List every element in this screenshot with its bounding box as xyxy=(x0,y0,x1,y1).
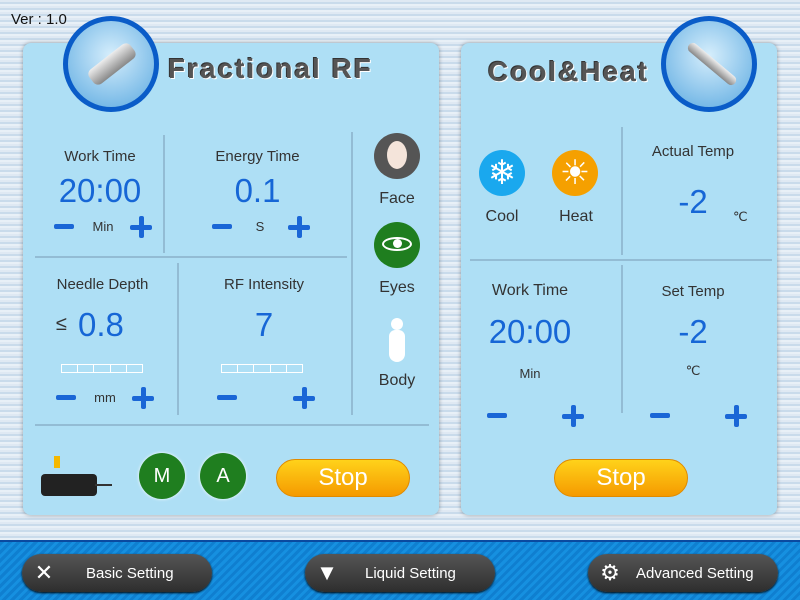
cool-work-time-unit: Min xyxy=(519,366,541,381)
divider xyxy=(35,256,347,258)
bottom-nav-bar: ✕ Basic Setting ▼ Liquid Setting ⚙ Advan… xyxy=(0,540,800,600)
fractional-rf-panel xyxy=(23,43,439,515)
mode-eyes-label[interactable]: Eyes xyxy=(379,279,415,296)
snowflake-icon[interactable]: ❄ xyxy=(479,150,525,196)
foot-pedal-icon xyxy=(40,456,112,496)
sun-icon[interactable]: ☀ xyxy=(552,150,598,196)
divider xyxy=(351,132,353,415)
eye-icon[interactable] xyxy=(374,222,420,268)
body-icon[interactable] xyxy=(386,318,408,362)
advanced-setting-button[interactable]: ⚙ Advanced Setting xyxy=(588,554,778,592)
heat-label[interactable]: Heat xyxy=(559,208,593,225)
work-time-plus-button[interactable] xyxy=(130,216,152,238)
cool-label[interactable]: Cool xyxy=(485,208,519,225)
needle-depth-unit: mm xyxy=(94,390,116,405)
version-label: Ver : 1.0 xyxy=(11,11,67,28)
rf-handpiece-icon xyxy=(63,16,159,112)
funnel-icon: ▼ xyxy=(316,560,338,585)
basic-setting-button[interactable]: ✕ Basic Setting xyxy=(22,554,212,592)
work-time-value: 20:00 xyxy=(58,172,142,209)
actual-temp-unit: ℃ xyxy=(733,209,748,224)
rf-stop-button[interactable]: Stop xyxy=(276,459,410,497)
basic-setting-label: Basic Setting xyxy=(86,564,174,582)
needle-depth-level-bar xyxy=(61,364,143,373)
needle-depth-minus-button[interactable] xyxy=(56,395,76,400)
tools-icon: ✕ xyxy=(34,560,54,585)
cool-heat-handpiece-icon xyxy=(661,16,757,112)
rf-intensity-value: 7 xyxy=(254,306,274,343)
set-temp-value: -2 xyxy=(678,313,708,350)
cool-work-time-minus-button[interactable] xyxy=(487,413,507,418)
less-equal-sign: ≤ xyxy=(56,313,67,335)
divider xyxy=(177,263,179,415)
divider xyxy=(621,265,623,413)
face-icon[interactable] xyxy=(374,133,420,179)
manual-mode-button[interactable]: M xyxy=(139,453,185,499)
mode-face-label[interactable]: Face xyxy=(379,190,415,207)
mode-body-label[interactable]: Body xyxy=(378,372,416,389)
actual-temp-value: -2 xyxy=(678,183,708,220)
energy-time-value: 0.1 xyxy=(234,172,281,209)
cool-work-time-label: Work Time xyxy=(491,282,569,299)
rf-intensity-plus-button[interactable] xyxy=(293,387,315,409)
divider xyxy=(470,259,772,261)
needle-depth-value: 0.8 xyxy=(78,306,124,343)
cool-work-time-value: 20:00 xyxy=(488,313,572,350)
needle-depth-label: Needle Depth xyxy=(56,276,149,293)
energy-time-minus-button[interactable] xyxy=(212,224,232,229)
set-temp-minus-button[interactable] xyxy=(650,413,670,418)
cool-heat-stop-button[interactable]: Stop xyxy=(554,459,688,497)
divider xyxy=(35,424,429,426)
work-time-minus-button[interactable] xyxy=(54,224,74,229)
needle-depth-plus-button[interactable] xyxy=(132,387,154,409)
energy-time-label: Energy Time xyxy=(215,148,300,165)
divider xyxy=(621,127,623,255)
advanced-setting-label: Advanced Setting xyxy=(636,564,754,582)
energy-time-unit: S xyxy=(255,219,265,234)
work-time-unit: Min xyxy=(92,219,114,234)
panel-title: Fractional RF xyxy=(168,53,373,84)
gear-icon: ⚙ xyxy=(600,560,620,585)
actual-temp-label: Actual Temp xyxy=(651,143,735,160)
rf-intensity-minus-button[interactable] xyxy=(217,395,237,400)
liquid-setting-button[interactable]: ▼ Liquid Setting xyxy=(305,554,495,592)
set-temp-label: Set Temp xyxy=(661,283,725,300)
panel-title: Cool&Heat xyxy=(488,56,650,87)
set-temp-unit: ℃ xyxy=(685,363,701,378)
energy-time-plus-button[interactable] xyxy=(288,216,310,238)
auto-mode-button[interactable]: A xyxy=(200,453,246,499)
divider xyxy=(163,135,165,253)
rf-intensity-label: RF Intensity xyxy=(223,276,305,293)
cool-work-time-plus-button[interactable] xyxy=(562,405,584,427)
cool-heat-panel xyxy=(461,43,777,515)
set-temp-plus-button[interactable] xyxy=(725,405,747,427)
work-time-label: Work Time xyxy=(64,148,136,165)
rf-intensity-level-bar xyxy=(221,364,303,373)
liquid-setting-label: Liquid Setting xyxy=(365,564,456,582)
